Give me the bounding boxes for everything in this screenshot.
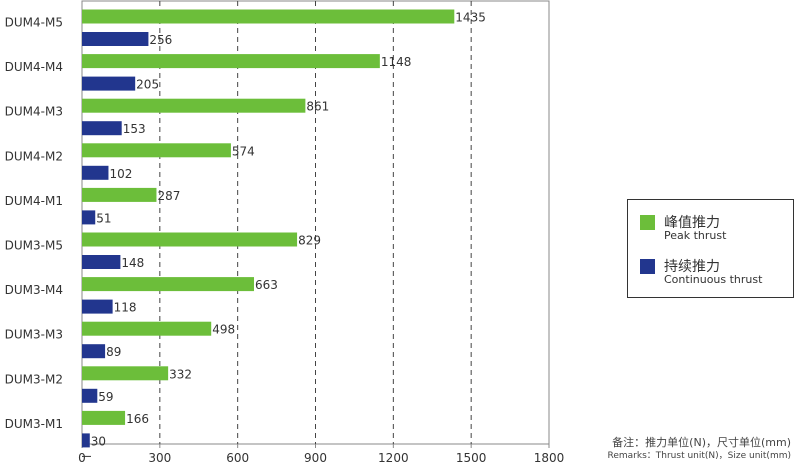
legend-swatch-peak — [640, 215, 655, 230]
continuous-bar — [82, 344, 106, 359]
continuous-bar — [82, 388, 98, 403]
category-labels: DUM4-M5 DUM4-M4 DUM4-M3 DUM4-M2 DUM4-M1 DUM3-… — [5, 16, 63, 431]
data-label: 166 — [126, 412, 149, 426]
remarks: 备注：推力单位(N)，尺寸单位(mm) Remarks：Thrust unit(… — [608, 436, 791, 463]
continuous-bar — [82, 76, 136, 91]
peak-bar — [82, 277, 255, 292]
x-tick-label: 900 — [304, 451, 327, 465]
x-tick-label: 0 — [78, 451, 86, 465]
x-tick-label: 1200 — [378, 451, 409, 465]
data-label: 663 — [255, 278, 278, 292]
data-label: 256 — [149, 33, 172, 47]
x-tick-label: 600 — [226, 451, 249, 465]
data-label: 118 — [114, 301, 137, 315]
category-label: DUM4-M3 — [5, 105, 63, 119]
remarks-en: Remarks：Thrust unit(N)，Size unit(mm) — [607, 451, 791, 461]
peak-bar — [82, 187, 157, 202]
remarks-cn: 备注：推力单位(N)，尺寸单位(mm) — [612, 436, 791, 449]
data-label: 498 — [212, 323, 235, 337]
category-label: DUM3-M1 — [5, 417, 63, 431]
peak-bar — [82, 232, 298, 247]
gridlines — [81, 1, 550, 457]
x-tick-label: 1800 — [534, 451, 565, 465]
category-label: DUM3-M2 — [5, 372, 63, 386]
peak-bar — [82, 54, 380, 69]
category-label: DUM4-M1 — [5, 194, 63, 208]
peak-bar — [82, 98, 306, 113]
continuous-bar — [82, 32, 149, 46]
continuous-bar — [82, 121, 122, 136]
category-label: DUM3-M3 — [5, 328, 63, 342]
data-label: 574 — [232, 144, 255, 158]
legend-label-continuous-cn: 持续推力 — [664, 259, 720, 275]
continuous-bar — [82, 210, 96, 225]
data-label: 861 — [306, 100, 329, 114]
legend-swatch-continuous — [640, 259, 655, 274]
data-label: 59 — [98, 390, 113, 404]
legend-label-continuous-en: Continuous thrust — [664, 273, 763, 286]
data-label: 51 — [96, 211, 111, 225]
peak-bar — [82, 143, 231, 158]
data-label: 1435 — [455, 11, 486, 25]
continuous-bar — [82, 165, 109, 180]
peak-bar — [82, 9, 455, 24]
data-label: 287 — [157, 189, 180, 203]
data-label: 30 — [91, 434, 106, 448]
data-label: 829 — [298, 234, 321, 248]
peak-bar — [82, 410, 126, 425]
legend: 峰值推力 Peak thrust 持续推力 Continuous thrust — [627, 199, 794, 298]
data-label: 1148 — [381, 55, 412, 69]
category-label: DUM3-M4 — [5, 283, 63, 297]
legend-label-peak-en: Peak thrust — [664, 229, 727, 242]
data-label: 89 — [106, 345, 121, 359]
data-label: 148 — [121, 256, 144, 270]
legend-label-peak-cn: 峰值推力 — [664, 215, 720, 231]
category-label: DUM4-M2 — [5, 149, 63, 163]
peak-bar — [82, 366, 169, 381]
data-label: 153 — [123, 122, 146, 136]
category-label: DUM3-M5 — [5, 239, 63, 253]
category-label: DUM4-M5 — [5, 16, 63, 30]
x-tick-label: 1500 — [456, 451, 487, 465]
continuous-bar — [82, 299, 113, 314]
data-labels: 1435 256 1148 205 861 153 574 102 287 51 829 148 663… — [91, 11, 486, 449]
category-label: DUM4-M4 — [5, 60, 63, 74]
x-tick-label: 300 — [148, 451, 171, 465]
data-label: 102 — [109, 167, 132, 181]
data-label: 332 — [169, 367, 192, 381]
continuous-bar — [82, 255, 121, 269]
data-label: 205 — [136, 78, 159, 92]
bars — [82, 9, 455, 448]
peak-bar — [82, 321, 212, 336]
x-tick-labels: 0 300 600 900 1200 1500 1800 — [78, 451, 564, 465]
continuous-bar — [82, 433, 90, 448]
